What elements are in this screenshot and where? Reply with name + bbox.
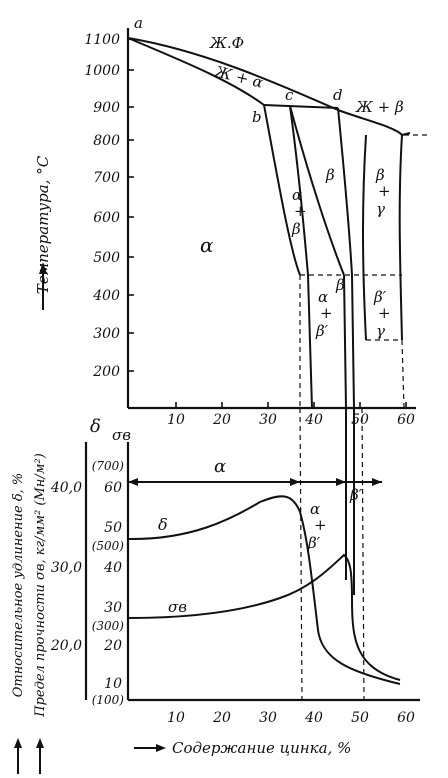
- top-x-tick-60: 60: [397, 412, 415, 428]
- region-beta-gamma-b: γ: [376, 200, 385, 218]
- phase-diagram: 1100 1000 900 800 700 600 500 400 300 20…: [34, 14, 430, 701]
- region-alpha-betap-a: α: [318, 288, 328, 306]
- top-y-tick-labels: 1100 1000 900 800 700 600 500 400 300 20…: [84, 32, 120, 380]
- region-alpha-beta-plus: +: [294, 202, 307, 220]
- curve-sigma-label: σв: [168, 598, 187, 616]
- top-x-tick-30: 30: [259, 412, 277, 428]
- curve-delta: [127, 495, 401, 685]
- c-boundary-line: [289, 105, 309, 276]
- gamma-left-boundary: [362, 134, 367, 341]
- mn-tick-300: (300): [92, 619, 125, 633]
- bottom-y-arrows: [14, 738, 44, 774]
- region-alpha-betap-b: β′: [315, 322, 329, 340]
- mn-tick-labels: (700) (500) (300) (100): [92, 459, 125, 707]
- top-y-axis-label: Температура, °С: [34, 155, 52, 294]
- sigma-tick-30: 30: [104, 600, 122, 616]
- top-y-tick-500: 500: [93, 250, 120, 266]
- sigma-tick-10: 10: [104, 676, 122, 692]
- delta-header: δ: [90, 416, 101, 437]
- sigma-tick-50: 50: [104, 520, 122, 536]
- mn-tick-700: (700): [92, 459, 125, 473]
- point-d: d: [333, 86, 343, 104]
- region-betap-gamma-b: γ: [376, 322, 385, 340]
- solidus-line: [127, 37, 265, 106]
- region-alpha-beta-b: β: [291, 220, 301, 238]
- phase-ab-b: β′: [307, 534, 321, 552]
- bottom-x-tick-20: 20: [212, 710, 231, 726]
- gamma-right-boundary: [398, 134, 403, 341]
- curve-sigma: [127, 553, 401, 681]
- region-liquid-beta: Ж + β: [355, 98, 404, 116]
- sigma-header: σв: [112, 426, 131, 444]
- sigma-tick-20: 20: [103, 638, 122, 654]
- bottom-x-tick-50: 50: [351, 710, 369, 726]
- mn-tick-100: (100): [92, 693, 125, 707]
- top-x-tick-labels: 10 20 30 40 50 60: [167, 412, 415, 428]
- region-liquid: Ж.Ф: [209, 34, 244, 52]
- top-x-tick-40: 40: [304, 412, 323, 428]
- bottom-x-tick-40: 40: [304, 710, 323, 726]
- alpha-solvus-line: [263, 104, 301, 276]
- delta-tick-40: 40,0: [50, 480, 82, 496]
- top-y-tick-900: 900: [93, 100, 120, 116]
- region-beta: β: [325, 166, 335, 184]
- delta-tick-20: 20,0: [50, 638, 82, 654]
- sigma-tick-40: 40: [103, 560, 122, 576]
- region-betap: β: [335, 276, 345, 294]
- dashed-lines: [299, 134, 430, 701]
- beta-right-boundary: [337, 107, 353, 276]
- delta-tick-labels: 40,0 30,0 20,0: [50, 480, 82, 654]
- region-beta-gamma-a: β: [375, 166, 385, 184]
- top-y-tick-200: 200: [92, 364, 120, 380]
- top-y-tick-1100: 1100: [84, 32, 120, 48]
- phase-alpha-label: α: [214, 456, 226, 477]
- top-x-tick-50: 50: [351, 412, 369, 428]
- phase-ab-a: α: [310, 500, 320, 518]
- region-betap-gamma-plus: +: [378, 304, 391, 322]
- top-y-axis-title: Температура, °С: [34, 155, 52, 310]
- point-b: b: [252, 108, 262, 126]
- top-y-tick-1000: 1000: [84, 63, 120, 79]
- bottom-x-axis-title: Содержание цинка, %: [134, 739, 351, 757]
- region-beta-gamma-plus: +: [378, 182, 391, 200]
- top-x-tick-10: 10: [167, 412, 185, 428]
- bottom-y-label-sigma: Предел прочности σв, кг/мм² (Мн/м²): [33, 453, 48, 718]
- bottom-y-label-delta: Относительное удлинение δ, %: [11, 473, 26, 698]
- sigma-tick-60: 60: [104, 480, 122, 496]
- region-alpha: α: [200, 233, 214, 257]
- phase-ab-plus: +: [314, 516, 327, 534]
- bottom-x-tick-60: 60: [397, 710, 415, 726]
- beta-left-boundary: [289, 105, 345, 276]
- point-a: a: [134, 14, 143, 32]
- top-y-tick-800: 800: [93, 133, 120, 149]
- region-liquid-alpha: Ж + α: [212, 62, 265, 92]
- top-y-tick-700: 700: [93, 170, 120, 186]
- bottom-x-tick-10: 10: [167, 710, 185, 726]
- top-x-tick-marks: [175, 402, 407, 408]
- region-alpha-betap-plus: +: [320, 304, 333, 322]
- top-x-tick-20: 20: [212, 412, 231, 428]
- region-alpha-beta-a: α: [292, 186, 302, 204]
- peritectic-line: [263, 104, 339, 109]
- curve-delta-label: δ: [158, 515, 168, 534]
- top-y-tick-400: 400: [92, 288, 120, 304]
- phase-arrows: [128, 478, 382, 486]
- mn-tick-500: (500): [92, 539, 125, 553]
- bottom-x-tick-labels: 10 20 30 40 50 60: [167, 710, 415, 726]
- region-betap-gamma-a: β′: [373, 288, 387, 306]
- bottom-x-tick-30: 30: [259, 710, 277, 726]
- properties-chart: δ σв 40,0 30,0 20,0 60 50 40 30 20 10 (7…: [11, 408, 420, 774]
- bottom-x-axis-label: Содержание цинка, %: [172, 739, 351, 757]
- phase-beta-label: β′: [349, 486, 363, 504]
- phase-boundaries: [127, 37, 411, 409]
- top-y-tick-300: 300: [93, 326, 120, 342]
- sigma-tick-labels: 60 50 40 30 20 10: [103, 480, 122, 692]
- top-y-tick-600: 600: [93, 210, 120, 226]
- liquidus-line: [127, 37, 403, 136]
- point-c: c: [285, 86, 294, 104]
- delta-tick-30: 30,0: [51, 560, 82, 576]
- bottom-boundaries: [345, 408, 355, 595]
